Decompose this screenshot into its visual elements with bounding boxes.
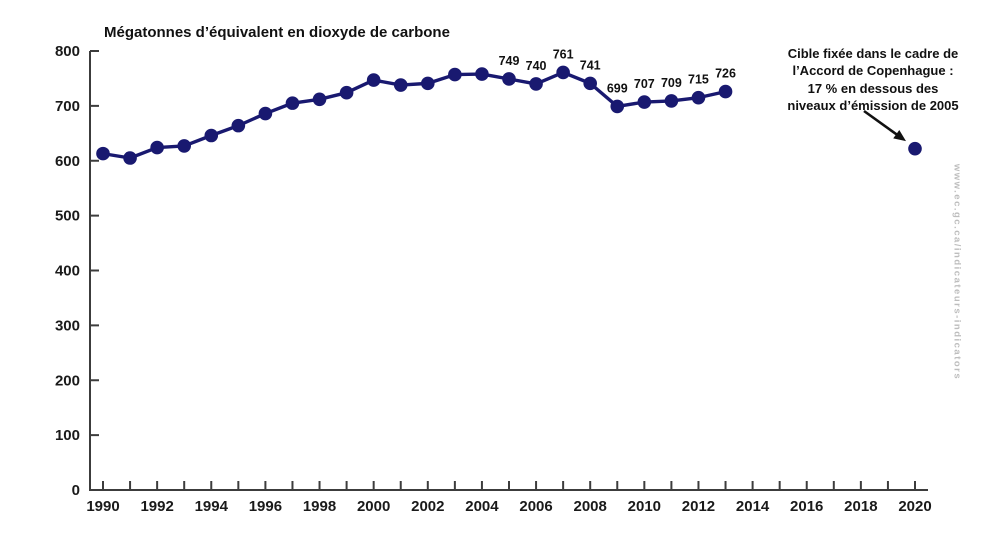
data-point <box>556 65 570 80</box>
x-tick-label: 1996 <box>249 498 282 515</box>
x-tick-label: 2010 <box>628 498 661 515</box>
data-point <box>637 95 652 109</box>
point-value-label: 740 <box>526 59 547 73</box>
emissions-series-line <box>102 70 726 160</box>
x-tick-label: 2020 <box>898 498 931 515</box>
y-tick-label: 700 <box>55 98 80 115</box>
data-point <box>204 128 219 143</box>
data-point <box>393 78 408 92</box>
annotation-line-4: niveaux d’émission de 2005 <box>787 97 959 113</box>
x-tick-label: 2016 <box>790 498 823 515</box>
data-point <box>529 77 543 91</box>
annotation-arrow-icon <box>893 129 906 142</box>
annotation-arrow-shaft <box>863 109 899 137</box>
point-value-label: 709 <box>661 76 682 90</box>
y-tick-label: 200 <box>55 372 80 389</box>
point-value-label: 699 <box>607 81 628 95</box>
point-value-label: 707 <box>634 77 655 91</box>
x-tick-label: 1992 <box>140 498 173 515</box>
y-tick-label: 0 <box>72 482 80 499</box>
data-point <box>258 106 273 121</box>
data-point <box>312 92 327 107</box>
annotation-line-3: 17 % en dessous des <box>807 80 939 96</box>
point-value-label: 726 <box>715 67 736 81</box>
x-tick-label: 2002 <box>411 498 444 515</box>
x-tick-label: 2008 <box>574 498 607 515</box>
x-tick-label: 2004 <box>465 498 499 515</box>
data-point <box>366 73 381 87</box>
annotation-line-1: Cible fixée dans le cadre de <box>787 46 959 61</box>
data-point <box>123 151 137 165</box>
x-tick-label: 2018 <box>844 498 877 515</box>
annotation-line-2: l’Accord de Copenhague : <box>792 63 954 79</box>
target-point <box>908 141 922 156</box>
data-point <box>150 140 164 155</box>
y-tick-label: 800 <box>55 43 80 60</box>
point-value-label: 761 <box>553 47 574 61</box>
data-point <box>421 76 435 91</box>
data-point <box>664 94 679 108</box>
data-point <box>285 96 300 110</box>
data-point <box>96 146 110 161</box>
data-point <box>339 85 354 100</box>
target-annotation: Cible fixée dans le cadre de l’Accord de… <box>757 45 989 114</box>
data-point <box>177 139 191 153</box>
data-point <box>502 72 516 86</box>
x-tick-label: 2012 <box>682 498 715 515</box>
y-tick-label: 500 <box>55 208 80 225</box>
data-point <box>475 67 489 81</box>
point-value-label: 749 <box>499 54 520 68</box>
chart-title: Mégatonnes d’équivalent en dioxyde de ca… <box>104 24 450 41</box>
x-tick-label: 1990 <box>86 498 119 515</box>
data-point <box>583 76 597 91</box>
data-point <box>610 99 625 114</box>
y-tick-label: 100 <box>55 427 80 444</box>
watermark: www.ec.gc.ca/indicateurs-indicators <box>951 163 963 381</box>
x-tick-label: 1998 <box>303 498 336 515</box>
data-point <box>691 90 706 105</box>
x-tick-label: 1994 <box>195 498 229 515</box>
x-tick-label: 2014 <box>736 498 770 515</box>
data-point <box>231 118 246 133</box>
x-tick-label: 2006 <box>519 498 552 515</box>
data-point <box>448 67 462 82</box>
y-tick-label: 600 <box>55 153 80 170</box>
x-tick-label: 2000 <box>357 498 390 515</box>
point-value-label: 741 <box>580 58 601 72</box>
point-value-label: 715 <box>688 73 709 87</box>
y-tick-label: 400 <box>55 263 80 280</box>
y-tick-label: 300 <box>55 317 80 334</box>
data-point <box>718 84 733 99</box>
